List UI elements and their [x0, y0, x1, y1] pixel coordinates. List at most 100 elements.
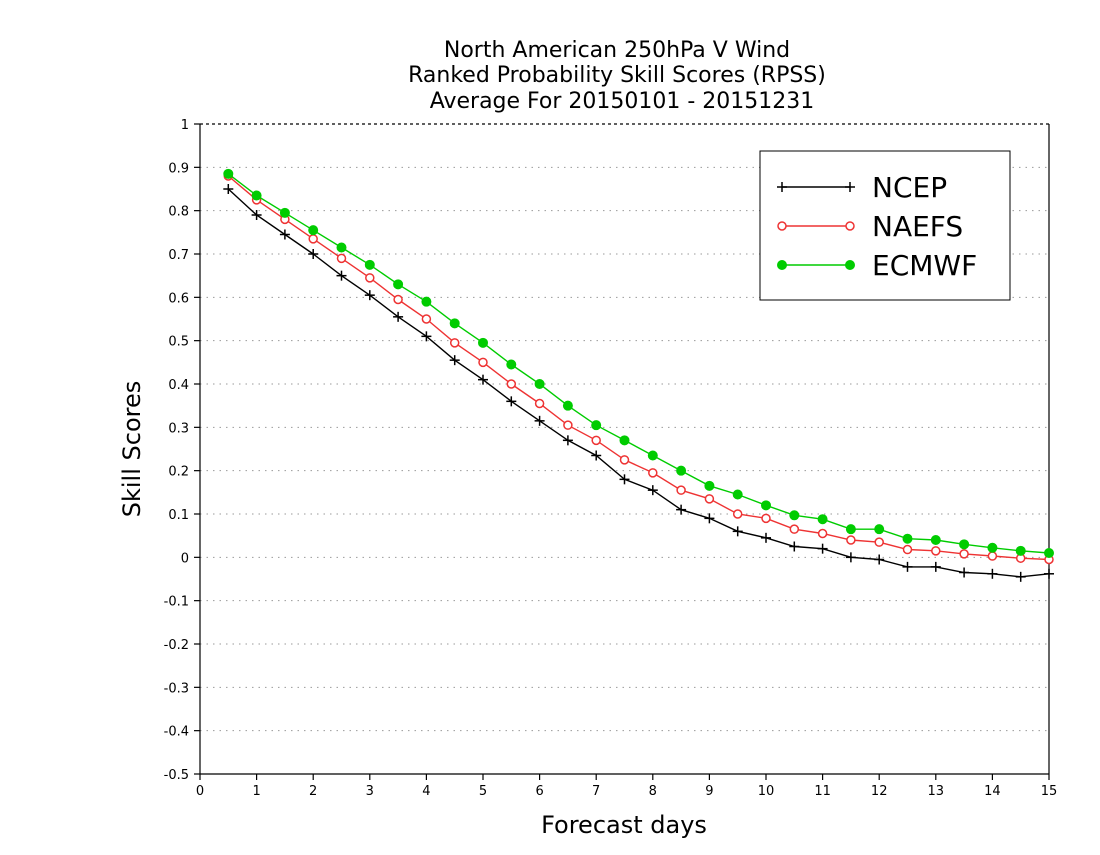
data-point-naefs — [931, 546, 941, 556]
data-point-ncep — [393, 311, 404, 322]
data-point-naefs — [591, 435, 601, 446]
y-tick-label: 0.6 — [168, 291, 189, 306]
y-tick-label: 0.7 — [168, 248, 189, 263]
data-point-naefs — [846, 535, 856, 545]
x-tick-label: 3 — [366, 784, 374, 799]
data-point-naefs — [732, 509, 743, 519]
data-point-ncep — [251, 210, 262, 220]
data-point-ecmwf — [591, 420, 602, 431]
data-point-ncep — [478, 374, 488, 385]
data-point-naefs — [619, 455, 630, 465]
y-tick-label: -0.3 — [164, 681, 189, 696]
legend-marker-ecmwf — [777, 260, 787, 270]
data-point-ecmwf — [789, 510, 800, 521]
data-point-ecmwf — [478, 337, 488, 348]
data-point-ecmwf — [421, 296, 432, 307]
data-point-ncep — [704, 513, 715, 524]
legend-marker-ecmwf — [845, 260, 855, 270]
data-point-naefs — [874, 537, 884, 547]
x-tick-label: 13 — [928, 784, 945, 799]
data-point-naefs — [563, 420, 573, 430]
x-tick-label: 7 — [592, 784, 600, 799]
data-point-ncep — [817, 543, 828, 554]
data-point-naefs — [393, 294, 403, 305]
data-point-ncep — [449, 355, 460, 366]
data-point-naefs — [902, 544, 913, 555]
y-tick-label: -0.4 — [164, 725, 189, 740]
y-tick-label: -0.2 — [164, 638, 189, 653]
y-tick-label: 0.5 — [168, 335, 189, 350]
data-point-ecmwf — [393, 279, 404, 290]
data-point-naefs — [704, 494, 715, 504]
data-point-naefs — [789, 524, 800, 534]
data-point-ncep — [1044, 568, 1054, 579]
data-point-naefs — [506, 379, 517, 389]
data-point-ncep — [534, 415, 545, 426]
x-tick-label: 2 — [309, 784, 317, 799]
data-point-ecmwf — [959, 539, 970, 550]
data-point-naefs — [336, 253, 347, 264]
data-point-ncep — [902, 561, 913, 572]
x-axis-label: Forecast days — [541, 811, 707, 839]
data-point-naefs — [959, 549, 969, 559]
data-point-ncep — [336, 270, 347, 281]
data-point-ncep — [789, 541, 800, 552]
y-tick-label: 0.2 — [168, 465, 189, 480]
legend-label-ecmwf: ECMWF — [872, 249, 977, 282]
legend-label-naefs: NAEFS — [872, 210, 963, 243]
data-point-naefs — [761, 513, 771, 524]
data-point-ecmwf — [364, 259, 375, 270]
data-point-ncep — [845, 552, 856, 563]
data-point-ncep — [930, 561, 941, 572]
y-tick-label: -0.5 — [164, 768, 189, 783]
legend-marker-ncep — [845, 182, 855, 192]
data-point-ecmwf — [987, 542, 998, 553]
data-point-ncep — [506, 396, 517, 407]
data-point-ecmwf — [647, 450, 658, 461]
chart-title-line-3: Average For 20150101 - 20151231 — [430, 89, 815, 114]
data-point-ecmwf — [874, 524, 885, 535]
legend: NCEP NAEFS ECMWF — [759, 150, 1011, 301]
legend-marker-ncep — [777, 182, 787, 192]
data-point-ecmwf — [336, 242, 347, 253]
data-point-ecmwf — [223, 168, 234, 179]
data-point-ecmwf — [619, 435, 630, 446]
data-point-naefs — [449, 338, 460, 348]
chart-title-line-2: Ranked Probability Skill Scores (RPSS) — [408, 63, 826, 88]
data-point-ecmwf — [279, 207, 290, 218]
y-tick-label: 0.1 — [168, 508, 189, 523]
data-point-ecmwf — [704, 480, 715, 491]
data-point-ncep — [647, 485, 658, 496]
y-tick-label: 0.4 — [168, 378, 189, 393]
y-axis-label: Skill Scores — [118, 381, 146, 518]
x-tick-label: 5 — [479, 784, 487, 799]
data-point-ncep — [874, 554, 885, 565]
x-tick-label: 8 — [649, 784, 657, 799]
data-point-ncep — [959, 567, 970, 578]
plot-frame — [199, 123, 1050, 775]
data-point-ecmwf — [251, 190, 262, 201]
data-point-naefs — [987, 551, 998, 561]
legend-marker-naefs — [845, 221, 855, 231]
data-point-ecmwf — [817, 514, 828, 525]
data-point-ncep — [676, 504, 687, 515]
data-point-ncep — [987, 568, 998, 579]
x-tick-label: 15 — [1041, 784, 1058, 799]
data-point-ecmwf — [1044, 548, 1054, 558]
data-point-ncep — [619, 474, 630, 485]
data-point-naefs — [308, 234, 318, 244]
data-point-ncep — [364, 290, 375, 301]
x-tick-label: 9 — [705, 784, 713, 799]
data-point-naefs — [534, 398, 545, 409]
x-tick-label: 6 — [535, 784, 543, 799]
data-point-naefs — [421, 314, 432, 324]
series-ecmwf — [223, 168, 1054, 558]
data-point-ecmwf — [930, 535, 941, 545]
chart-title-line-1: North American 250hPa V Wind — [444, 38, 790, 63]
legend-marker-naefs — [777, 221, 787, 231]
data-point-ncep — [421, 331, 432, 342]
data-point-ecmwf — [761, 500, 771, 511]
x-tick-label: 4 — [422, 784, 430, 799]
